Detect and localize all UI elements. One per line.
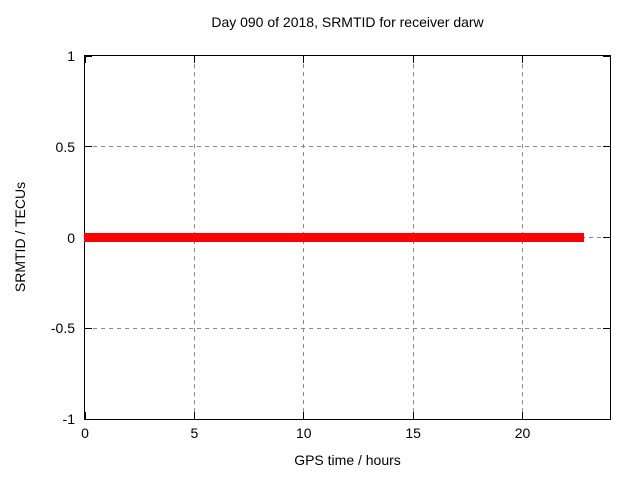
y-tick-mark — [85, 146, 92, 148]
y-tick-mark-right — [603, 55, 610, 57]
x-tick-mark-top — [84, 56, 86, 63]
y-tick-label: 1 — [67, 48, 75, 64]
x-tick-mark — [522, 412, 523, 419]
y-tick-label: -1 — [62, 411, 75, 427]
x-tick-label: 5 — [190, 425, 199, 441]
x-tick-mark-top — [412, 56, 414, 63]
x-tick-label: 15 — [405, 425, 421, 441]
chart-title: Day 090 of 2018, SRMTID for receiver dar… — [211, 14, 484, 30]
y-tick-label: 0.5 — [55, 138, 75, 155]
plot-area: 0 5 10 15 20 -1 -0.5 0 0.5 1 — [51, 48, 611, 441]
series-line-srmtid — [84, 233, 584, 242]
y-tick-mark-right — [603, 146, 610, 148]
y-tick-mark-right — [603, 327, 610, 329]
y-gridline — [85, 146, 610, 148]
x-tick-mark — [193, 412, 195, 419]
x-tick-mark — [303, 412, 305, 419]
x-tick-label: 20 — [514, 425, 531, 441]
x-axis-label: GPS time / hours — [294, 452, 401, 468]
x-tick-mark-top — [522, 56, 523, 63]
y-gridline — [85, 327, 610, 329]
y-tick-mark — [85, 418, 92, 420]
y-tick-mark — [85, 55, 92, 57]
x-tick-mark — [84, 412, 86, 419]
y-tick-mark-right — [603, 237, 610, 238]
y-tick-label: 0 — [67, 229, 75, 246]
x-tick-mark — [412, 412, 414, 419]
y-tick-label: -0.5 — [50, 320, 75, 337]
x-tick-mark-top — [303, 56, 305, 63]
x-tick-label: 0 — [81, 425, 89, 441]
x-tick-label: 10 — [295, 425, 312, 441]
y-tick-mark — [85, 327, 92, 329]
x-tick-mark-top — [193, 56, 195, 63]
y-tick-mark-right — [603, 418, 610, 420]
